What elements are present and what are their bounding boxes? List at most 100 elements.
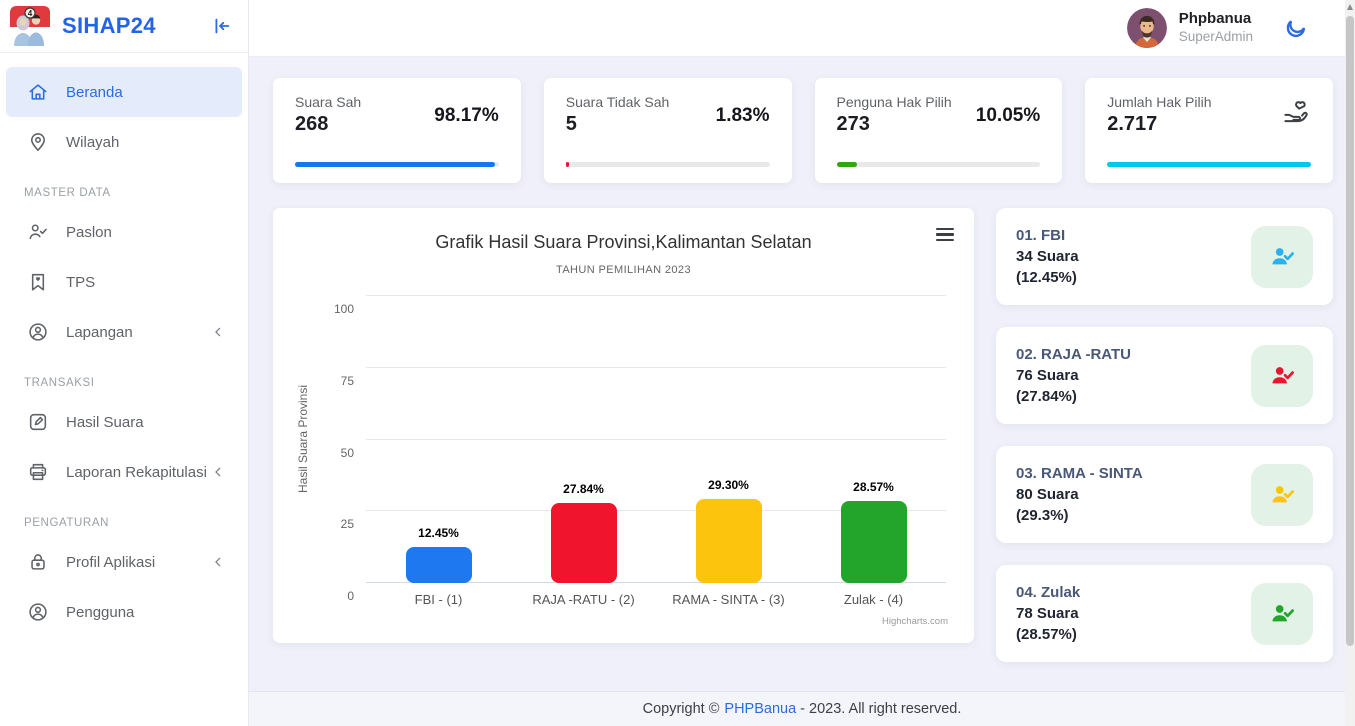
stat-card-suara-sah: Suara Sah 268 98.17% <box>273 78 521 183</box>
candidate-card-4: 04. Zulak 78 Suara (28.57%) <box>996 565 1333 662</box>
bar-data-label: 27.84% <box>563 482 604 497</box>
candidate-votes: 80 Suara <box>1016 486 1079 503</box>
x-axis-label: Zulak - (4) <box>843 592 904 607</box>
sidebar-item-wilayah[interactable]: Wilayah <box>6 117 242 167</box>
gridline: 0 <box>347 582 946 603</box>
sidebar-item-lapangan[interactable]: Lapangan <box>6 307 242 357</box>
sidebar-item-laporan-rekapitulasi[interactable]: Laporan Rekapitulasi <box>6 447 242 497</box>
stat-value: 273 <box>836 113 870 135</box>
stat-progress-fill <box>836 162 857 167</box>
chart-plot-area: 0 25 50 75 100 12.45% FBI - (1) 27.84% RAJA -RAT… <box>334 295 946 607</box>
progress-track <box>1107 162 1311 167</box>
chevron-left-icon <box>210 464 226 480</box>
stat-label: Jumlah Hak Pilih <box>1107 94 1212 110</box>
sidebar-item-label: Beranda <box>66 83 123 101</box>
candidate-percent: (12.45%) <box>1016 269 1077 286</box>
sidebar-item-label: Laporan Rekapitulasi <box>66 463 207 481</box>
candidate-votes: 76 Suara <box>1016 367 1079 384</box>
main-content: Suara Sah 268 98.17% Suara Tidak Sah 5 1… <box>249 57 1355 691</box>
chart-credit[interactable]: Highcharts.com <box>882 616 948 627</box>
gridline: 25 <box>341 510 946 531</box>
stat-label: Suara Tidak Sah <box>565 94 670 110</box>
person-check-icon <box>1251 582 1313 645</box>
stat-card-pengguna-hak-pilih: Penguna Hak Pilih 273 10.05% <box>814 78 1063 183</box>
app-logo: 4 <box>10 6 50 46</box>
sidebar-item-label: Hasil Suara <box>66 413 144 431</box>
sidebar-item-tps[interactable]: TPS <box>6 257 242 307</box>
app-title: SIHAP24 <box>62 13 156 38</box>
logo-badge-number: 4 <box>28 9 33 18</box>
y-axis-tick: 0 <box>347 589 354 603</box>
sidebar-item-label: TPS <box>66 273 96 291</box>
sidebar-item-label: Profil Aplikasi <box>66 553 156 571</box>
y-axis-tick: 75 <box>340 373 354 388</box>
sidebar-brand: 4 SIHAP24 <box>0 0 248 53</box>
home-icon <box>26 80 50 104</box>
sidebar-item-paslon[interactable]: Paslon <box>6 207 242 257</box>
chart-bar[interactable] <box>840 501 907 583</box>
candidate-percent: (29.3%) <box>1016 507 1069 524</box>
candidate-title: 04. Zulak <box>1016 584 1081 601</box>
candidate-title: 02. RAJA -RATU <box>1016 346 1132 363</box>
sidebar-item-label: Wilayah <box>66 133 120 151</box>
chart-bar[interactable] <box>405 547 472 583</box>
sidebar-item-profil-aplikasi[interactable]: Profil Aplikasi <box>6 537 242 587</box>
sidebar-item-hasil-suara[interactable]: Hasil Suara <box>6 397 242 447</box>
user-menu[interactable]: Phpbanua SuperAdmin <box>1126 8 1283 48</box>
candidate-title: 01. FBI <box>1016 227 1066 244</box>
pencil-square-icon <box>26 410 50 434</box>
candidate-percent: (28.57%) <box>1016 626 1077 643</box>
location-pin-icon <box>26 130 50 154</box>
candidate-card-1: 01. FBI 34 Suara (12.45%) <box>996 208 1333 305</box>
sidebar-item-beranda[interactable]: Beranda <box>6 67 242 117</box>
person-check-icon <box>1251 225 1313 288</box>
hand-heart-icon <box>1281 98 1311 128</box>
person-check-icon <box>1251 344 1313 407</box>
phpbanua-link[interactable]: PHPBanua <box>724 701 797 717</box>
y-axis-tick: 100 <box>333 302 354 316</box>
chart-subtitle: TAHUN PEMILIHAN 2023 <box>556 264 691 276</box>
gridline: 100 <box>334 295 946 316</box>
chart-context-menu-icon[interactable] <box>936 228 954 244</box>
gridline: 75 <box>341 366 946 388</box>
scrollbar-up-arrow[interactable] <box>1346 4 1353 10</box>
scrollbar-thumb[interactable] <box>1346 16 1354 646</box>
candidate-cards: 01. FBI 34 Suara (12.45%) <box>996 208 1333 662</box>
candidate-votes: 34 Suara <box>1016 248 1079 265</box>
sidebar-item-pengguna[interactable]: Pengguna <box>6 587 242 637</box>
y-axis-tick: 25 <box>340 517 354 532</box>
x-axis-label: RAJA -RATU - (2) <box>532 592 635 607</box>
sidebar-item-label: Lapangan <box>66 323 133 341</box>
sidebar-nav: Beranda Wilayah MASTER DATA Paslon <box>0 53 248 637</box>
stat-progress-fill <box>295 162 496 167</box>
chart-bar[interactable] <box>550 503 617 583</box>
footer: Copyright © PHPBanua - 2023. All right r… <box>249 691 1355 726</box>
progress-track <box>565 162 770 167</box>
sidebar-item-label: Pengguna <box>66 603 135 621</box>
stat-label: Penguna Hak Pilih <box>836 94 952 110</box>
topbar: Phpbanua SuperAdmin <box>249 0 1355 57</box>
y-axis-title: Hasil Suara Provinsi <box>296 384 310 494</box>
bar-data-label: 12.45% <box>418 526 459 541</box>
person-check-icon <box>26 220 50 244</box>
person-check-icon <box>1251 463 1313 526</box>
candidate-card-2: 02. RAJA -RATU 76 Suara (27.84%) <box>996 327 1333 424</box>
bar-slot: 12.45% FBI - (1) <box>366 296 511 607</box>
sidebar-collapse-icon[interactable] <box>208 13 234 39</box>
sidebar-section-pengaturan: PENGATURAN <box>24 517 110 529</box>
dark-mode-moon-icon[interactable] <box>1283 15 1309 41</box>
stat-value: 5 <box>565 113 577 135</box>
bookmark-heart-icon <box>26 270 50 294</box>
bar-slot: 29.30% RAMA - SINTA - (3) <box>656 296 801 607</box>
scrollbar[interactable] <box>1345 0 1355 726</box>
stat-value: 2.717 <box>1107 113 1158 135</box>
stat-percent: 10.05% <box>975 105 1041 126</box>
chevron-left-icon <box>210 554 226 570</box>
person-circle-icon <box>26 600 50 624</box>
chart-bar[interactable] <box>695 498 762 583</box>
gridline: 50 <box>341 438 946 460</box>
candidate-card-3: 03. RAMA - SINTA 80 Suara (29.3%) <box>996 446 1333 543</box>
sidebar: 4 SIHAP24 Beranda <box>0 0 249 726</box>
stat-value: 268 <box>295 113 329 135</box>
